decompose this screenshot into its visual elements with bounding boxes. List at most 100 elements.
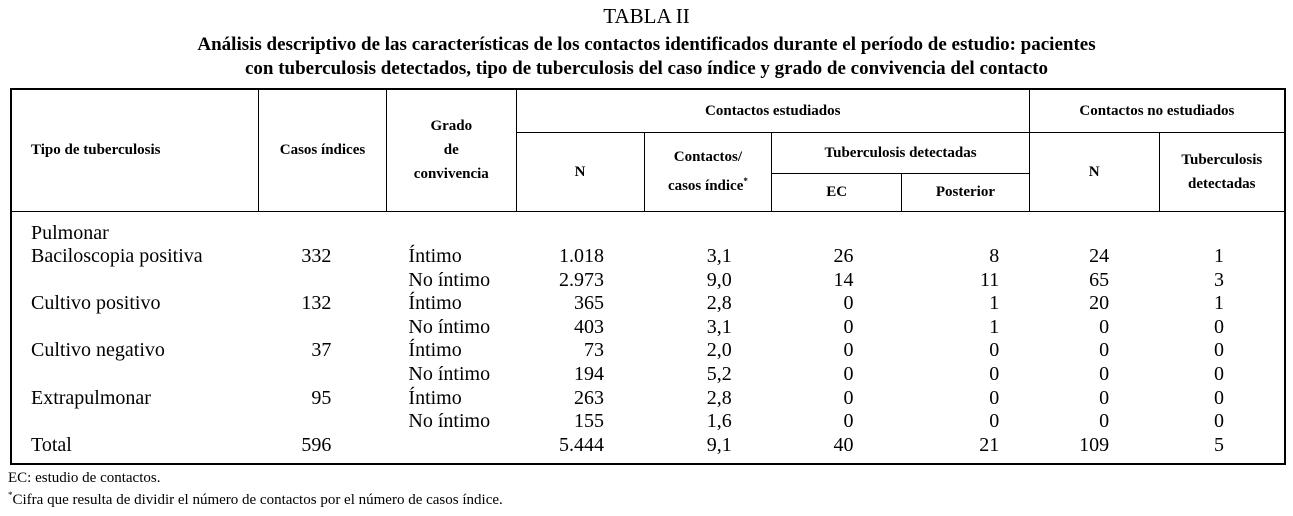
- table-cell: Baciloscopia positiva: [31, 245, 203, 268]
- table-cell: 0: [1214, 410, 1224, 433]
- table-cell: 24: [1089, 245, 1110, 268]
- table-cell: [259, 410, 387, 434]
- header-n: N: [515, 131, 645, 212]
- table-cell: No íntimo: [408, 315, 491, 338]
- table-cell: 3: [1214, 268, 1224, 291]
- table-cell: [386, 434, 516, 458]
- table-cell: 9,0: [706, 268, 732, 291]
- table-cell: Íntimo: [408, 245, 462, 268]
- table-cell: 0: [843, 410, 854, 433]
- table-cell: 65: [1089, 268, 1110, 291]
- table-cell: 2,8: [706, 386, 732, 409]
- table-row: No íntimo 155 1,6 0 0 0 0: [11, 410, 1285, 434]
- table-cell: 0: [843, 363, 854, 386]
- table-cell: 155: [574, 410, 605, 433]
- table-cell: 0: [1099, 339, 1110, 362]
- table-cell: [11, 316, 259, 340]
- table-cell: 332: [301, 245, 332, 268]
- table-row: Total 596 5.444 9,1 40 21 109 5: [11, 434, 1285, 458]
- table-cell: 73: [584, 339, 605, 362]
- group-label: Pulmonar: [31, 221, 109, 244]
- table-cell: No íntimo: [408, 268, 491, 291]
- table-cell: 365: [574, 292, 605, 315]
- table-cell: 8: [989, 245, 1000, 268]
- subtitle-line-2: con tuberculosis detectados, tipo de tub…: [244, 58, 1049, 79]
- table-cell: Íntimo: [408, 339, 462, 362]
- table-cell: 403: [574, 315, 605, 338]
- table-cell: 5: [1214, 433, 1224, 456]
- table-cell: 5,2: [706, 363, 732, 386]
- header-estudiados: Contactos estudiados: [515, 88, 1030, 133]
- table-row: No íntimo 2.973 9,0 14 11 65 3: [11, 269, 1285, 293]
- table-row: Cultivo negativo 37 Íntimo 73 2,0 0 0 0 0: [11, 339, 1285, 363]
- table-cell: 37: [311, 339, 332, 362]
- table-cell: 0: [843, 292, 854, 315]
- table-cell: No íntimo: [408, 410, 491, 433]
- table-cell: 1.018: [559, 245, 605, 268]
- table-cell: 194: [574, 363, 605, 386]
- table-cell: Total: [31, 433, 72, 456]
- table-cell: 2.973: [559, 268, 605, 291]
- table-cell: No íntimo: [408, 363, 491, 386]
- header-ec: EC: [771, 172, 903, 212]
- header-tb-detectadas-2: Tuberculosis detectadas: [1158, 131, 1286, 212]
- table-cell: Íntimo: [408, 386, 462, 409]
- table-cell: 0: [1214, 339, 1224, 362]
- table-cell: 0: [843, 386, 854, 409]
- table-cell: 1: [1214, 292, 1224, 315]
- data-table: Tipo de tuberculosis Casos índices Grado…: [10, 88, 1286, 466]
- table-cell: [259, 269, 387, 293]
- header-ratio: Contactos/casos índice*: [643, 131, 773, 212]
- footnote-2: *Cifra que resulta de dividir el número …: [8, 490, 503, 508]
- table-cell: 21: [979, 433, 1000, 456]
- table-cell: 0: [843, 339, 854, 362]
- table-cell: 1: [1214, 245, 1224, 268]
- table-row: Cultivo positivo 132 Íntimo 365 2,8 0 1 20 1: [11, 292, 1285, 316]
- table-cell: 0: [1099, 410, 1110, 433]
- footnote-1: EC: estudio de contactos.: [8, 470, 161, 486]
- table-cell: 0: [1099, 315, 1110, 338]
- table-cell: 0: [1214, 386, 1224, 409]
- table-cell: Íntimo: [408, 292, 462, 315]
- table-cell: 0: [1099, 363, 1110, 386]
- table-cell: 1,6: [706, 410, 732, 433]
- table-row: No íntimo 194 5,2 0 0 0 0: [11, 363, 1285, 387]
- table-cell: 5.444: [559, 433, 605, 456]
- table-row: Baciloscopia positiva 332 Íntimo 1.018 3,1 26…: [11, 245, 1285, 269]
- table-cell: 0: [843, 315, 854, 338]
- table-cell: 132: [301, 292, 332, 315]
- table-cell: 3,1: [706, 315, 732, 338]
- table-cell: [259, 316, 387, 340]
- table-cell: [259, 363, 387, 387]
- table-cell: 0: [989, 363, 1000, 386]
- table-cell: 3,1: [706, 245, 732, 268]
- table-row: Extrapulmonar 95 Íntimo 263 2,8 0 0 0 0: [11, 387, 1285, 411]
- table-cell: 11: [980, 268, 1000, 291]
- header-casos: Casos índices: [258, 88, 387, 212]
- header-no-estudiados: Contactos no estudiados: [1028, 88, 1286, 133]
- table-cell: 26: [833, 245, 854, 268]
- table-cell: 1: [989, 292, 1000, 315]
- table-cell: [11, 363, 259, 387]
- table-cell: 0: [989, 410, 1000, 433]
- table-row: No íntimo 403 3,1 0 1 0 0: [11, 316, 1285, 340]
- table-cell: Cultivo positivo: [31, 292, 161, 315]
- table-cell: 0: [1214, 315, 1224, 338]
- header-posterior: Posterior: [901, 172, 1030, 212]
- table-cell: 0: [989, 386, 1000, 409]
- table-cell: 9,1: [706, 433, 732, 456]
- table-cell: 14: [833, 268, 854, 291]
- table-cell: 0: [1214, 363, 1224, 386]
- table-cell: [11, 269, 259, 293]
- table-cell: 1: [989, 315, 1000, 338]
- header-n2: N: [1028, 131, 1160, 212]
- table-cell: 2,0: [706, 339, 732, 362]
- table-cell: 109: [1079, 433, 1110, 456]
- table-cell: Cultivo negativo: [31, 339, 165, 362]
- table-cell: 20: [1089, 292, 1110, 315]
- table-cell: 95: [311, 386, 332, 409]
- header-tb-detectadas: Tuberculosis detectadas: [771, 131, 1030, 174]
- table-cell: [11, 410, 259, 434]
- table-cell: 263: [574, 386, 605, 409]
- table-cell: 0: [1099, 386, 1110, 409]
